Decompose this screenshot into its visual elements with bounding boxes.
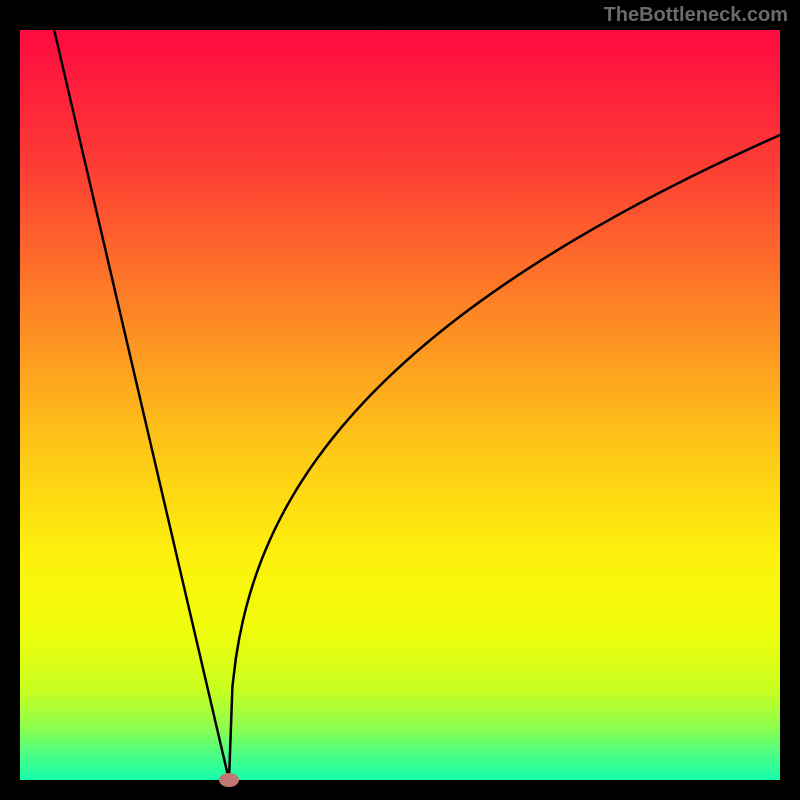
watermark-text: TheBottleneck.com <box>604 4 788 27</box>
plot-area <box>20 30 780 780</box>
optimal-marker <box>219 773 239 787</box>
bottleneck-curve <box>20 30 780 780</box>
